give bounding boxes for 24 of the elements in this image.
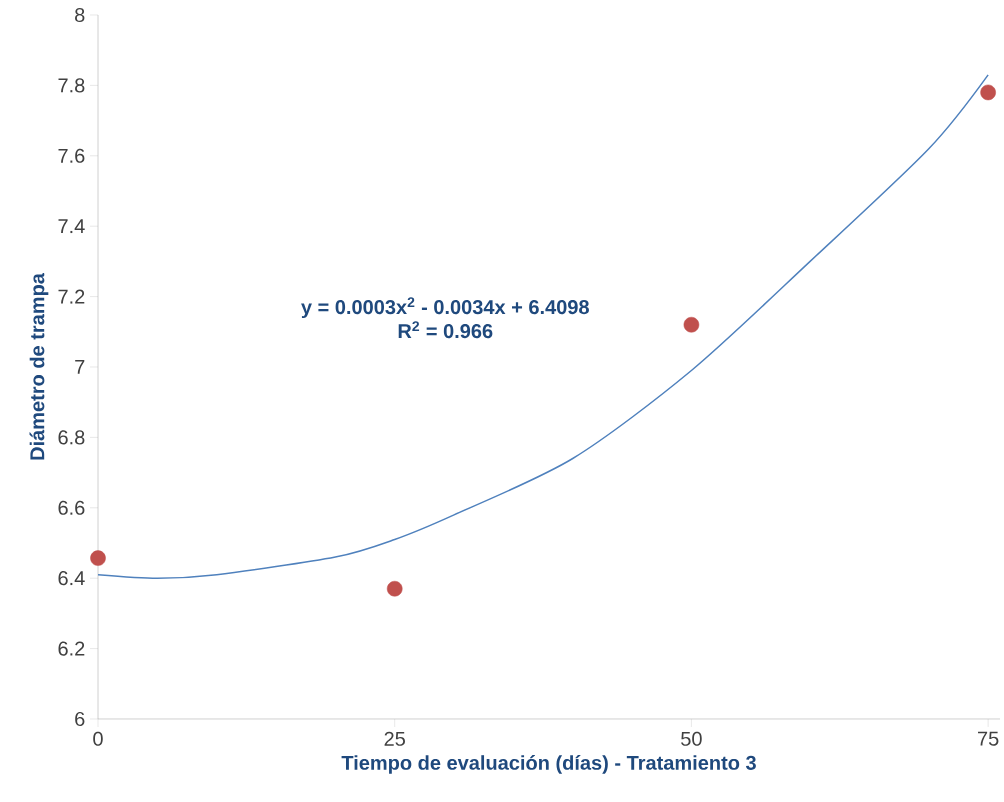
y-tick-label: 8 — [75, 7, 85, 23]
annotation: y = 0.0003x$^{2}$ - 0.0034x + 6.4098 — [301, 297, 589, 319]
y-tick-label: 6.4 — [58, 571, 85, 586]
point — [683, 316, 700, 333]
point — [386, 580, 403, 597]
line-series — [97, 74, 989, 579]
y-tick-label: 6.6 — [58, 500, 85, 515]
y-tick-label: 7.4 — [58, 219, 85, 234]
y-axis-title: Diámetro de trampa — [29, 272, 49, 460]
x-axis-title: Tiempo de evaluación (días) - Tratamiento 3 — [341, 755, 756, 774]
y-tick-label: 6.8 — [58, 430, 85, 445]
point — [980, 84, 996, 101]
y-tick-label: 7.6 — [58, 148, 85, 163]
y-tick-label: 7 — [75, 360, 85, 374]
x-tick-label: 25 — [384, 731, 405, 746]
y-tick-label: 7.2 — [58, 289, 85, 304]
annotation: R$^{2}$ = 0.966 — [398, 321, 493, 339]
x-tick-label: 75 — [978, 731, 999, 746]
y-tick-label: 6 — [75, 711, 85, 727]
point — [90, 550, 106, 566]
y-tick-label: 7.8 — [58, 78, 85, 93]
y-tick-label: 6.2 — [58, 641, 85, 656]
x-tick-label: 0 — [93, 731, 103, 746]
x-tick-label: 50 — [681, 731, 702, 746]
